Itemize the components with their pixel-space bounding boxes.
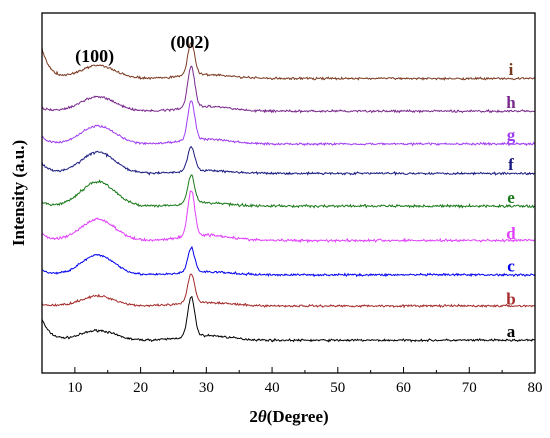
- x-tick-label: 30: [199, 380, 214, 396]
- x-tick-label: 20: [133, 380, 148, 396]
- series-line-e: [41, 174, 536, 209]
- peak-label: (002): [170, 32, 209, 53]
- plot-frame: [41, 12, 536, 374]
- x-tick-label: 40: [265, 380, 280, 396]
- x-tick-label: 60: [396, 380, 411, 396]
- series-line-g: [41, 100, 535, 147]
- series-line-d: [41, 190, 536, 244]
- series-line-b: [41, 273, 536, 309]
- peak-label: (100): [75, 46, 114, 67]
- x-axis-title-prefix: 2: [249, 407, 258, 426]
- y-axis-title: Intensity (a.u.): [9, 140, 28, 246]
- series-line-c: [41, 245, 536, 278]
- series-label-h: h: [506, 93, 516, 112]
- series-label-a: a: [507, 322, 516, 341]
- series-label-b: b: [506, 289, 515, 308]
- x-tick-label: 80: [528, 380, 543, 396]
- series-line-a: [41, 295, 535, 343]
- series-label-i: i: [509, 60, 514, 79]
- x-axis-title-theta: θ: [258, 407, 267, 426]
- x-axis-ticks: 10 20 30 40 50 60 70 80: [41, 367, 543, 396]
- series-label-c: c: [507, 257, 515, 276]
- x-tick-label: 70: [462, 380, 477, 396]
- series-line-f: [41, 145, 536, 177]
- series-label-g: g: [507, 126, 516, 145]
- x-tick-label: 50: [330, 380, 345, 396]
- x-axis-title-suffix: (Degree): [267, 407, 329, 426]
- peak-annotations: (100) (002): [75, 32, 209, 67]
- x-tick-label: 10: [67, 380, 82, 396]
- x-axis-title: 2θ(Degree): [249, 407, 328, 426]
- series-label-d: d: [506, 224, 516, 243]
- series-label-f: f: [508, 155, 514, 174]
- series-line-h: [41, 65, 536, 114]
- series-line-i: [41, 42, 536, 81]
- series-label-e: e: [507, 188, 515, 207]
